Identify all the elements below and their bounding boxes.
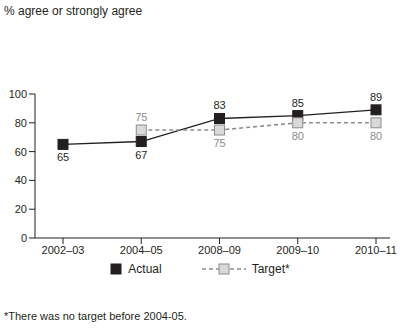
- html-text:Target*: Target*: [251, 262, 290, 276]
- svg-text:89: 89: [370, 91, 382, 103]
- svg-text:20: 20: [15, 203, 27, 215]
- svg-text:67: 67: [135, 149, 147, 161]
- svg-text:85: 85: [292, 97, 304, 109]
- svg-text:0: 0: [21, 232, 27, 244]
- svg-text:65: 65: [57, 151, 69, 163]
- html-text:% agree or strongly agree: % agree or strongly agree: [4, 4, 143, 18]
- svg-text:80: 80: [15, 117, 27, 129]
- html-text:*There was no target before 20: *There was no target before 2004-05.: [4, 310, 187, 322]
- svg-text:80: 80: [370, 130, 382, 142]
- svg-text:83: 83: [213, 99, 225, 111]
- svg-text:2010–11: 2010–11: [355, 244, 392, 256]
- svg-text:2008–09: 2008–09: [198, 244, 241, 256]
- svg-text:80: 80: [292, 130, 304, 142]
- html-text:Actual: Actual: [128, 262, 162, 276]
- svg-text:60: 60: [15, 146, 27, 158]
- svg-text:75: 75: [213, 137, 225, 149]
- svg-text:75: 75: [135, 111, 147, 123]
- svg-text:2002–03: 2002–03: [42, 244, 85, 256]
- svg-text:100: 100: [9, 88, 27, 100]
- svg-text:40: 40: [15, 174, 27, 186]
- svg-text:2009–10: 2009–10: [276, 244, 319, 256]
- svg-text:2004–05: 2004–05: [120, 244, 163, 256]
